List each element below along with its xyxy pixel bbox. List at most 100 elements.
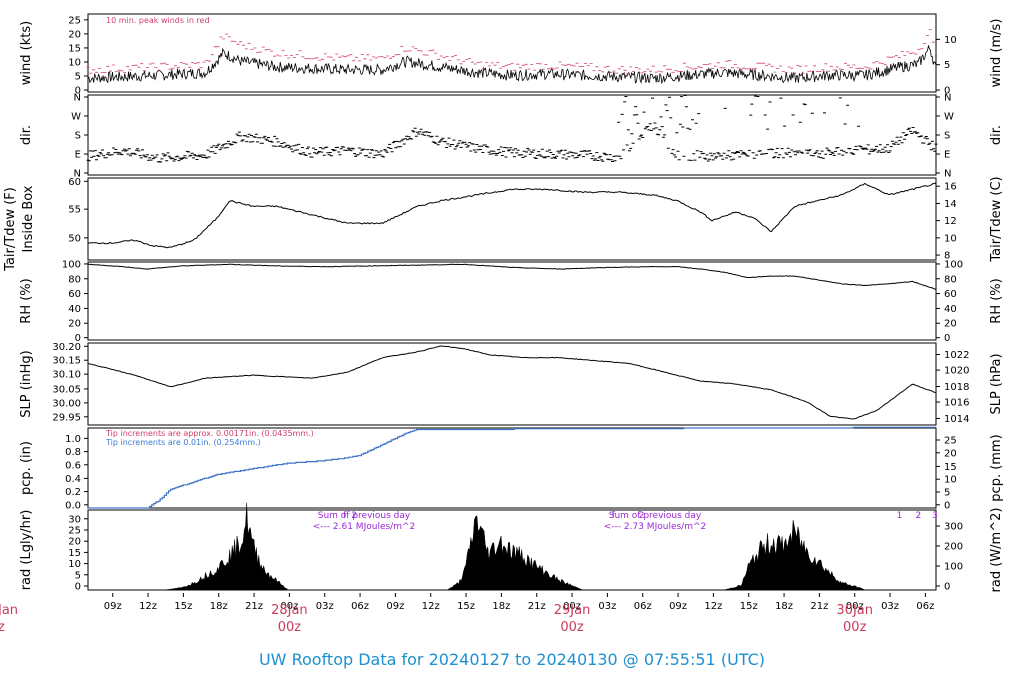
left-tick-label-slp: 29.95: [52, 412, 81, 423]
x-tick-label: 03z: [881, 601, 899, 612]
x-tick-label: 21z: [810, 601, 828, 612]
y-axis-label-left-rad: rad (Lgly/hr): [19, 510, 34, 591]
pcp-note-tips: Tip increments are 0.01in. (0.254mm.): [105, 438, 261, 447]
series-rad-area: [88, 502, 936, 591]
y-axis-label-left-dir: dir.: [19, 125, 34, 145]
rad-sum-note-title: Sum of previous day: [609, 511, 702, 521]
left-tick-label-slp: 30.20: [52, 342, 81, 353]
panel-frame-temp: [87, 177, 937, 261]
right-tick-label-temp: 14: [944, 199, 957, 210]
right-tick-label-wind: 10: [944, 35, 957, 46]
right-tick-label-temp: 16: [944, 182, 957, 193]
left-tick-label-temp: 60: [68, 177, 81, 188]
right-tick-label-slp: 1016: [944, 398, 969, 409]
right-tick-label-dir: N: [944, 169, 951, 180]
series-slp-line: [87, 345, 937, 420]
x-tick-label: 00z: [846, 601, 864, 612]
left-tick-label-pcp: 0.0: [65, 500, 81, 511]
rad-marker-label: 1: [897, 511, 903, 521]
x-tick-label: 09z: [104, 601, 122, 612]
left-tick-label-rad: 0: [75, 582, 81, 593]
right-tick-label-temp: 8: [944, 251, 950, 262]
rad-marker-label: f: [612, 511, 616, 521]
rad-marker-label: 2: [915, 511, 921, 521]
x-tick-label: 06z: [351, 601, 369, 612]
right-tick-label-rh: 80: [944, 274, 957, 285]
y-axis-label-right-slp: SLP (hPa): [989, 353, 1004, 414]
left-tick-label-rh: 0: [75, 333, 81, 344]
x-tick-label: 00z: [280, 601, 298, 612]
y-axis-label-right-wind: wind (m/s): [989, 19, 1004, 88]
left-tick-label-wind: 10: [68, 57, 81, 68]
right-tick-label-wind: 5: [944, 60, 950, 71]
left-tick-label-rh: 60: [68, 289, 81, 300]
right-tick-label-rh: 20: [944, 319, 957, 330]
y-axis-label-left-temp-2: Inside Box: [21, 185, 36, 252]
rad-marker-label: 2: [639, 511, 645, 521]
series-rh-line: [87, 263, 937, 290]
right-tick-label-temp: 10: [944, 233, 957, 244]
date-label-day: 29Jan: [554, 603, 591, 618]
right-tick-label-pcp: 10: [944, 475, 957, 486]
left-tick-label-wind: 5: [75, 72, 81, 83]
rad-marker-label: f: [343, 511, 347, 521]
x-tick-label: 06z: [916, 601, 934, 612]
right-tick-label-pcp: 15: [944, 462, 957, 473]
x-tick-label: 12z: [704, 601, 722, 612]
left-tick-label-dir: N: [74, 169, 81, 180]
y-axis-label-right-temp: Tair/Tdew (C): [989, 176, 1004, 262]
right-tick-label-slp: 1022: [944, 350, 969, 361]
panel-frame-slp: [87, 342, 937, 426]
left-tick-label-pcp: 0.8: [65, 447, 81, 458]
right-tick-label-rad: 0: [944, 582, 950, 593]
left-tick-label-dir: W: [71, 111, 81, 122]
right-tick-label-rh: 0: [944, 333, 950, 344]
x-tick-label: 18z: [775, 601, 793, 612]
y-axis-label-right-dir: dir.: [989, 125, 1004, 145]
x-tick-label: 21z: [245, 601, 263, 612]
x-tick-label: 12z: [422, 601, 440, 612]
left-tick-label-temp: 50: [68, 233, 81, 244]
left-tick-label-wind: 25: [68, 15, 81, 26]
y-axis-label-right-rad: rad (W/m^2): [989, 508, 1004, 593]
x-tick-label: 03z: [316, 601, 334, 612]
right-tick-label-rad: 100: [944, 562, 963, 573]
series-tair-line: [88, 182, 937, 249]
x-tick-label: 21z: [528, 601, 546, 612]
chart-title: UW Rooftop Data for 20240127 to 20240130…: [259, 650, 765, 669]
right-tick-label-dir: S: [944, 131, 950, 142]
x-tick-label: 09z: [669, 601, 687, 612]
right-tick-label-pcp: 0: [944, 500, 950, 511]
x-tick-label: 06z: [634, 601, 652, 612]
date-label-hour: 00z: [560, 620, 584, 635]
right-tick-label-rad: 300: [944, 522, 963, 533]
x-tick-label: 12z: [139, 601, 157, 612]
y-axis-label-left-temp: Tair/Tdew (F): [3, 187, 18, 272]
y-axis-label-left-pcp: pcp. (in): [19, 441, 34, 495]
right-tick-label-rh: 100: [944, 259, 963, 270]
x-tick-label: 15z: [740, 601, 758, 612]
left-tick-label-rad: 25: [68, 526, 81, 537]
right-tick-label-temp: 12: [944, 216, 957, 227]
left-tick-label-wind: 15: [68, 43, 81, 54]
left-tick-label-pcp: 0.6: [65, 460, 81, 471]
right-tick-label-dir: N: [944, 93, 951, 104]
rad-marker-label: 2: [351, 511, 357, 521]
date-label-day-cut: Jan: [0, 603, 18, 618]
y-axis-label-left-slp: SLP (inHg): [19, 350, 34, 418]
left-tick-label-rh: 100: [62, 259, 81, 270]
left-tick-label-dir: E: [75, 150, 81, 161]
right-tick-label-wind: 0: [944, 86, 950, 97]
wind-peak-note: 10 min. peak winds in red: [106, 16, 210, 25]
panel-frame-rh: [87, 261, 937, 341]
panel-frame-pcp: [87, 427, 937, 509]
y-axis-label-left-rh: RH (%): [19, 278, 34, 323]
rad-marker-label: 3: [932, 511, 938, 521]
right-tick-label-slp: 1014: [944, 414, 969, 425]
x-tick-label: 18z: [492, 601, 510, 612]
y-axis-label-left-wind: wind (kts): [19, 21, 34, 85]
series-dir-marks: [86, 95, 938, 163]
date-label-hour: 00z: [278, 620, 302, 635]
series-wind-line: [87, 45, 937, 85]
